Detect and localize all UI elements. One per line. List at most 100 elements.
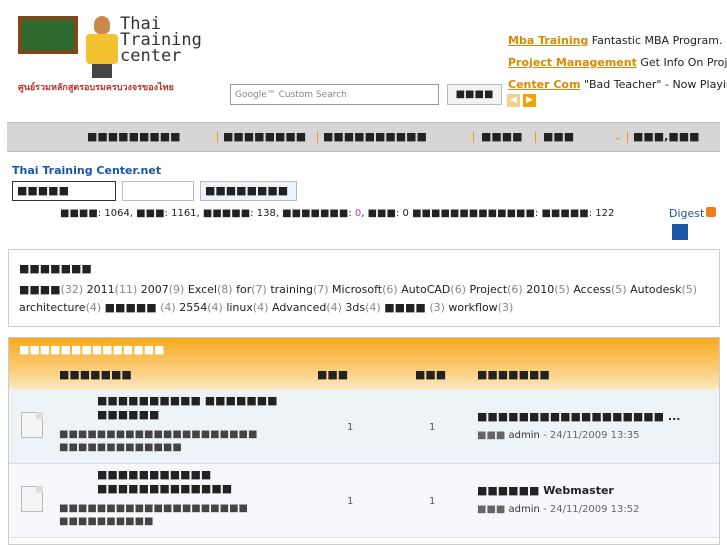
tab[interactable]: ■■■■■■■■ [200, 181, 297, 201]
brand-line-2: Training [120, 30, 202, 50]
menu-item[interactable]: ■■■■■■■■ [223, 130, 307, 143]
tab[interactable] [122, 181, 194, 201]
menu-separator [535, 131, 536, 143]
post-count: 1 [429, 422, 436, 433]
menu-item[interactable]: ■■■■ [481, 130, 523, 143]
site-logo[interactable]: Thai Training center ศูนย์รวมหลักสูตรอบร… [14, 10, 214, 93]
tag[interactable]: 2010(5) [526, 283, 570, 296]
next-arrow-icon[interactable]: ▶ [523, 94, 536, 107]
search-input[interactable]: Google™ Custom Search [230, 84, 439, 105]
menu-item[interactable]: ■■■,■■■ [633, 130, 700, 143]
feed-icon[interactable] [672, 224, 688, 240]
tag[interactable]: workflow(3) [448, 301, 514, 314]
logo-tagline: ศูนย์รวมหลักสูตรอบรมครบวงจรของไทย [18, 83, 174, 93]
ad-text: "Bad Teacher" - Now Playin [583, 78, 727, 91]
tag[interactable]: Autodesk(5) [630, 283, 698, 296]
brand-text: Thai Training center [120, 14, 202, 66]
chalkboard-graphic [18, 16, 78, 54]
tag[interactable]: Access(5) [573, 283, 627, 296]
ad-link[interactable]: Mba Training [508, 34, 589, 47]
last-post-title[interactable]: ■■■■■■■■■■■■■■■■■■ ... [477, 410, 681, 423]
stat-label: ■■■■■■■ [282, 208, 349, 219]
tag[interactable]: ■■■■(32) [19, 283, 84, 296]
stat-value: 1064 [104, 208, 130, 219]
col-topics: ■■■ [317, 368, 349, 381]
tag[interactable]: for(7) [236, 283, 267, 296]
ad-item: Project Management Get Info On Proje [508, 52, 727, 74]
forum-doc-icon [21, 412, 43, 438]
forum-table: ■■■■■■■■■■■■■■ ■■■■■■■ ■■■ ■■■ ■■■■■■■ ■… [8, 337, 720, 545]
ad-text: Fantastic MBA Program. [591, 34, 723, 47]
stat-value: 0 [354, 208, 362, 219]
mascot-legs [92, 64, 112, 78]
stat-value: 1161 [171, 208, 197, 219]
tag[interactable]: linux(4) [226, 301, 269, 314]
tag[interactable]: Excel(8) [187, 283, 233, 296]
menu-item[interactable]: ■■■■■■■■■■ [323, 130, 427, 143]
tag[interactable]: architecture(4) [19, 301, 102, 314]
forum-stats: ■■■■: 1064, ■■■: 1161, ■■■■■: 138, ■■■■■… [60, 208, 615, 219]
site-title[interactable]: Thai Training Center.net [12, 164, 162, 177]
tag[interactable]: training(7) [270, 283, 329, 296]
forum-title[interactable]: ■■■■■■■■■■ ■■■■■■■ ■■■■■■ [97, 394, 278, 421]
topic-count: 1 [347, 422, 354, 433]
forum-description: ■■■■■■■■■■■■■■■■■■■■■ ■■■■■■■■■■■■■ [59, 429, 258, 453]
forum-description: ■■■■■■■■■■■■■■■■■■■■ ■■■■■■■■■■ [59, 503, 248, 527]
ad-item: Center Com "Bad Teacher" - Now Playin [508, 74, 727, 96]
tag[interactable]: 2554(4) [179, 301, 223, 314]
stat-label: ■■■■■ [541, 208, 589, 219]
digest-link[interactable]: Digest [669, 207, 705, 220]
last-post-date: - 24/11/2009 13:52 [543, 504, 640, 515]
menu-separator [217, 131, 218, 143]
tag[interactable]: 3ds(4) [345, 301, 381, 314]
mascot-body [86, 34, 118, 64]
mascot-head [94, 16, 110, 34]
tag-line-2: architecture(4) ■■■■■ (4) 2554(4) linux(… [19, 301, 513, 314]
brand-line-1: Thai [120, 14, 161, 34]
brand-line-3: center [120, 46, 182, 66]
stat-label: ■■■ [367, 208, 396, 219]
tag[interactable]: Advanced(4) [271, 301, 342, 314]
tag[interactable]: Microsoft(6) [332, 283, 398, 296]
tag[interactable]: ■■■■■ (4) [104, 301, 176, 314]
post-count: 1 [429, 496, 436, 507]
main-menu: ■■■■■■■■■ ■■■■■■■■ ■■■■■■■■■■ ■■■■ ■■■ ⌄… [7, 122, 720, 152]
tag[interactable]: 2011(11) [86, 283, 138, 296]
search-button[interactable]: ■■■■ [447, 84, 502, 105]
menu-separator [317, 131, 318, 143]
ad-text: Get Info On Proje [640, 56, 727, 69]
stat-label: ■■■■■■■■■■■■■ [412, 208, 535, 219]
col-forum: ■■■■■■■ [59, 368, 132, 381]
menu-item[interactable]: ■■■■■■■■■ [87, 130, 181, 143]
ad-link[interactable]: Project Management [508, 56, 637, 69]
col-last-post: ■■■■■■■ [477, 368, 550, 381]
last-post-title[interactable]: ■■■■■■ Webmaster [477, 484, 614, 497]
last-post-author[interactable]: admin [508, 504, 540, 515]
ad-item: Mba Training Fantastic MBA Program. [508, 30, 727, 52]
table-row: ■■■■■■■■■■■ ■■■■■■■■■■■■■ ■■■■■■■■■■■■■■… [9, 464, 719, 538]
menu-separator [473, 131, 474, 143]
prev-arrow-icon[interactable]: ◀ [507, 94, 520, 107]
menu-item[interactable]: ■■■ [543, 130, 575, 143]
tag[interactable]: Project(6) [469, 283, 523, 296]
topic-count: 1 [347, 496, 354, 507]
rss-icon[interactable] [706, 207, 716, 217]
ad-link[interactable]: Center Com [508, 78, 581, 91]
chevron-down-icon[interactable]: ⌄ [613, 130, 623, 143]
last-post-date: - 24/11/2009 13:35 [543, 430, 640, 441]
ad-links: Mba Training Fantastic MBA Program. Proj… [508, 30, 727, 96]
section-title[interactable]: ■■■■■■■■■■■■■■ [19, 343, 165, 356]
tag[interactable]: ■■■■ (3) [384, 301, 445, 314]
last-post-meta: ■■■ admin - 24/11/2009 13:35 [477, 430, 640, 441]
tag[interactable]: 2007(9) [140, 283, 185, 296]
stat-value: 122 [595, 208, 615, 219]
tag-cloud: ■■■■■■■ ■■■■(32) 2011(11) 2007(9) Excel(… [8, 249, 720, 327]
table-header: ■■■■■■■■■■■■■■ ■■■■■■■ ■■■ ■■■ ■■■■■■■ [9, 338, 719, 390]
last-post-author[interactable]: admin [508, 430, 540, 441]
last-post-meta: ■■■ admin - 24/11/2009 13:52 [477, 504, 640, 515]
tab[interactable]: ■■■■■ [12, 181, 116, 201]
stat-value: 138 [256, 208, 276, 219]
forum-title[interactable]: ■■■■■■■■■■■ ■■■■■■■■■■■■■ [97, 468, 233, 495]
forum-doc-icon [21, 486, 43, 512]
tag[interactable]: AutoCAD(6) [401, 283, 466, 296]
